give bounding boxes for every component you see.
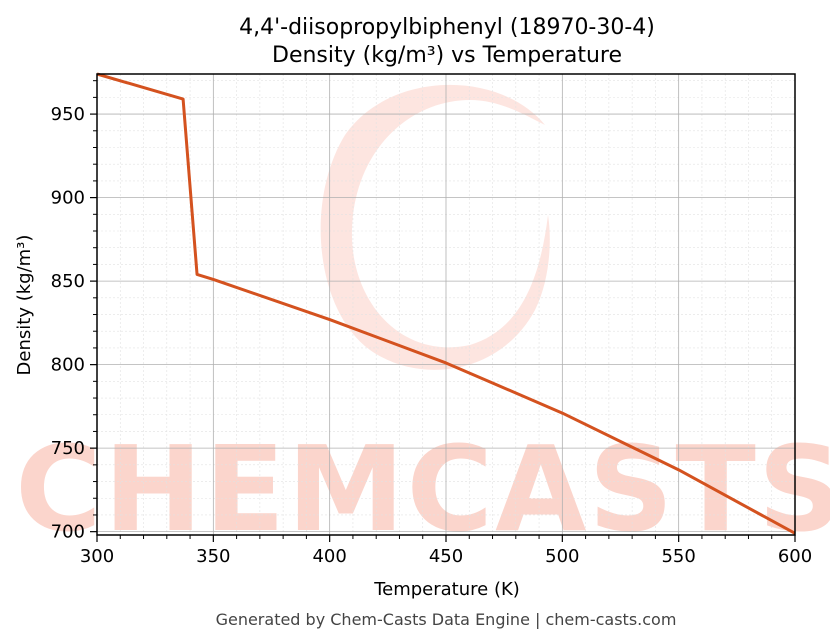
x-tick-label: 300 [80, 546, 114, 567]
series-layer [96, 72, 796, 535]
y-tick-label: 700 [51, 522, 85, 543]
chart-title-line2: Density (kg/m³) vs Temperature [272, 43, 622, 68]
y-axis-label: Density (kg/m³) [14, 235, 35, 376]
x-axis-label: Temperature (K) [373, 579, 520, 600]
y-tick-label: 850 [51, 271, 85, 292]
y-tick-label: 950 [51, 104, 85, 125]
x-axis: 300 350 400 450 500 550 600 [80, 535, 812, 567]
x-tick-label: 450 [429, 546, 463, 567]
chart-title-line1: 4,4'-diisopropylbiphenyl (18970-30-4) [239, 15, 655, 40]
footer-credit: Generated by Chem-Casts Data Engine | ch… [216, 610, 677, 629]
x-tick-label: 550 [661, 546, 695, 567]
x-tick-label: 500 [545, 546, 579, 567]
y-tick-label: 800 [51, 355, 85, 376]
series-line-0 [96, 72, 796, 535]
y-tick-label: 750 [51, 438, 85, 459]
x-tick-label: 350 [196, 546, 230, 567]
x-tick-label: 600 [778, 546, 812, 567]
y-tick-label: 900 [51, 188, 85, 209]
y-axis: 700 750 800 850 900 950 [51, 80, 97, 543]
x-tick-label: 400 [312, 546, 346, 567]
